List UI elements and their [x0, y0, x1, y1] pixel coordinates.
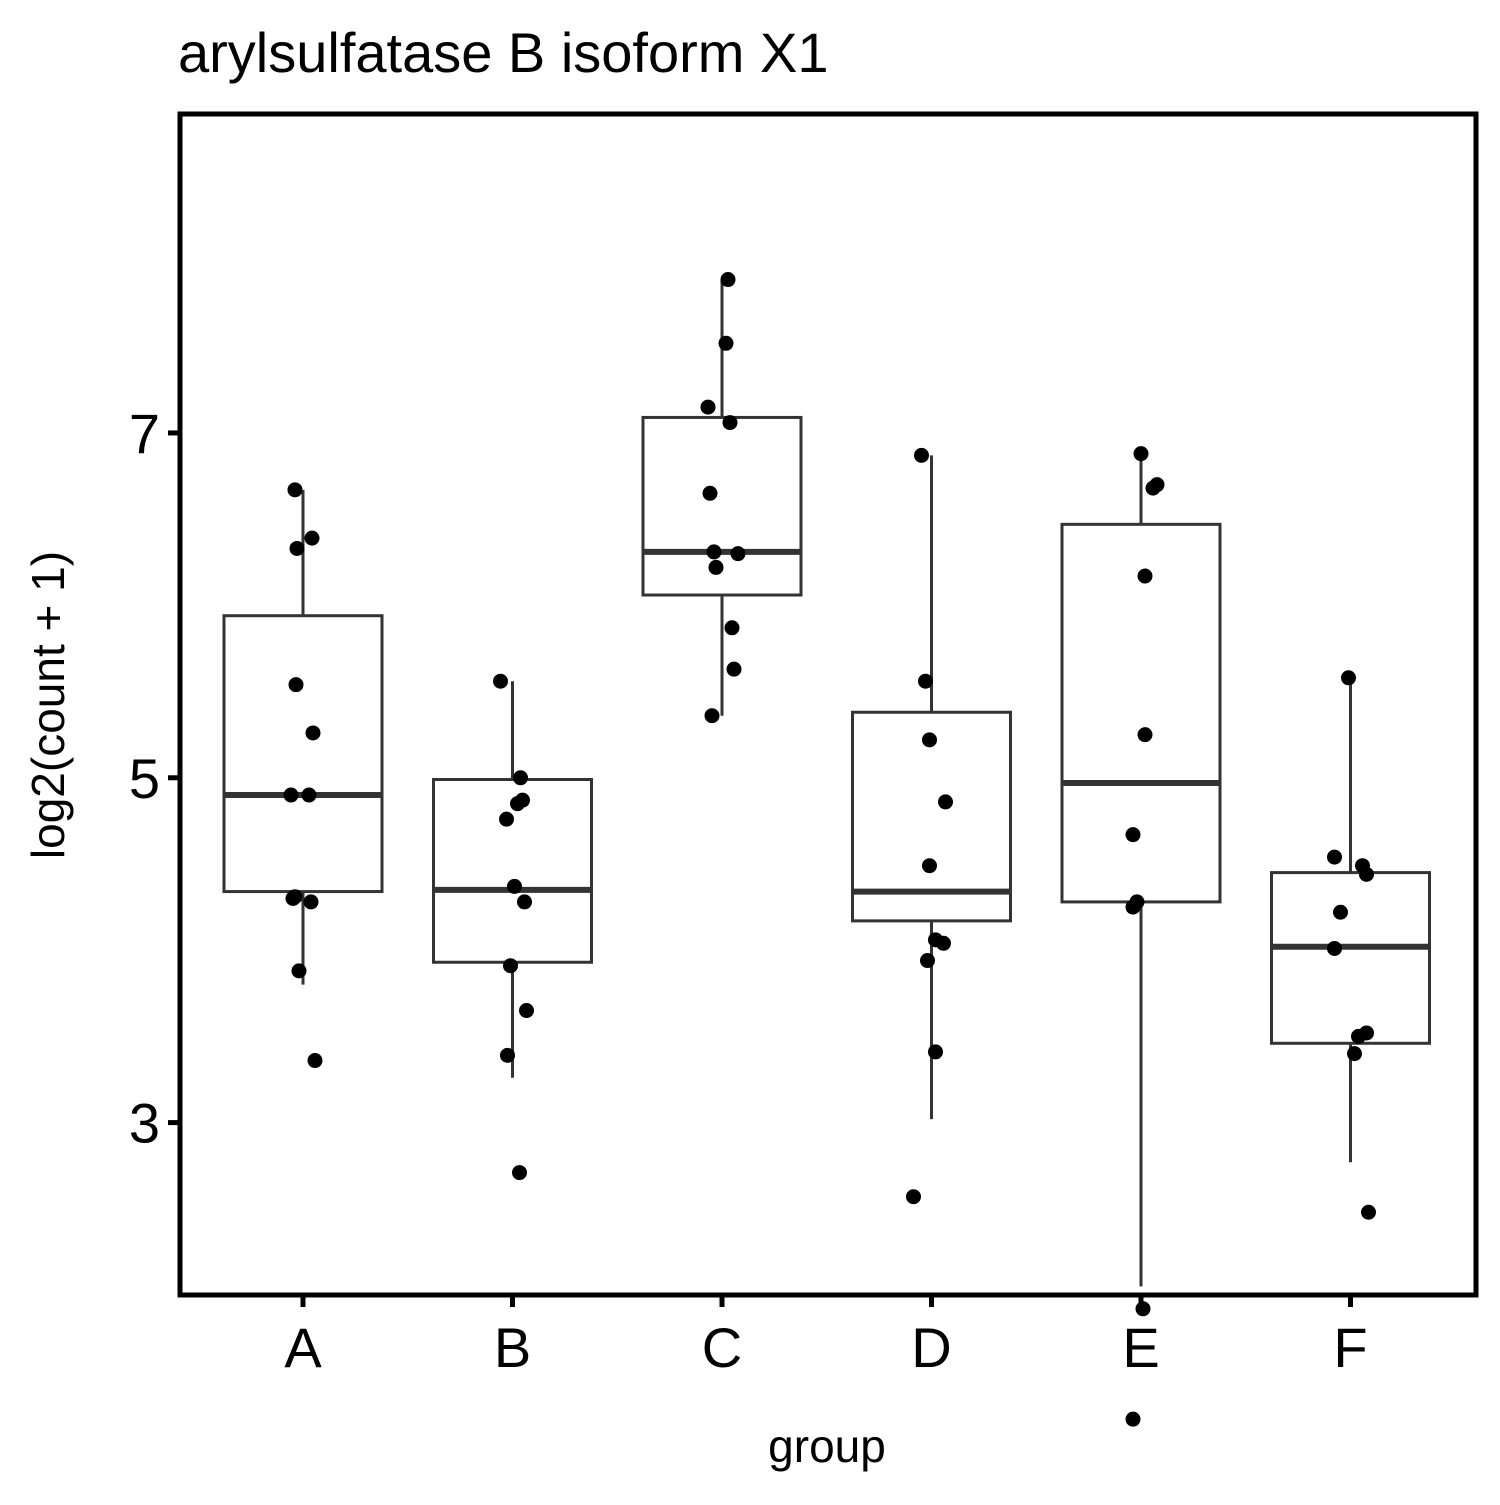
data-point	[287, 482, 303, 498]
data-point	[702, 485, 718, 501]
data-point	[922, 858, 937, 874]
x-tick-label: B	[494, 1316, 531, 1379]
chart-title: arylsulfatase B isoform X1	[178, 21, 828, 84]
data-point	[920, 953, 935, 969]
y-axis-title: log2(count + 1)	[22, 551, 74, 859]
data-point	[928, 1044, 943, 1060]
points-c	[700, 272, 746, 724]
data-point	[914, 447, 929, 463]
data-point	[517, 894, 532, 910]
x-tick-label: E	[1122, 1316, 1159, 1379]
data-point	[704, 708, 720, 724]
plot-area	[222, 272, 1431, 1427]
data-point	[730, 546, 746, 562]
data-point	[720, 272, 736, 288]
points-f	[1327, 670, 1376, 1220]
data-point	[1327, 849, 1342, 865]
data-point	[301, 787, 317, 803]
data-point	[722, 415, 738, 431]
x-tick-label: F	[1333, 1316, 1367, 1379]
data-point	[1145, 480, 1161, 496]
data-point	[304, 530, 320, 546]
data-point	[1125, 827, 1141, 843]
data-point	[503, 958, 518, 974]
data-point	[305, 725, 321, 741]
iqr-box	[432, 777, 593, 964]
y-tick-label: 7	[129, 402, 160, 465]
iqr-box	[1270, 871, 1431, 1045]
data-point	[507, 878, 522, 894]
iqr-box	[222, 614, 384, 894]
data-point	[493, 673, 508, 689]
data-point	[1125, 1411, 1141, 1427]
data-point	[1351, 1028, 1366, 1044]
data-point	[499, 811, 514, 827]
data-point	[303, 894, 319, 910]
data-point	[515, 792, 530, 808]
data-point	[1347, 1046, 1362, 1062]
points-a	[283, 482, 323, 1069]
data-point	[1333, 904, 1348, 920]
data-point	[1327, 940, 1342, 956]
data-point	[1125, 899, 1141, 915]
box-group-a	[222, 489, 384, 985]
axes: 3 5 7 A B C D E F	[129, 402, 1368, 1379]
data-point	[307, 1053, 323, 1069]
box-group-b	[432, 681, 593, 1078]
data-point	[726, 661, 742, 677]
points-b	[493, 673, 534, 1181]
data-point	[1137, 568, 1153, 584]
data-point	[519, 1003, 534, 1019]
data-point	[1133, 446, 1149, 462]
data-point	[938, 794, 953, 810]
data-point	[288, 677, 304, 693]
data-point	[922, 732, 937, 748]
iqr-box	[641, 415, 803, 597]
data-point	[500, 1047, 515, 1063]
x-tick-label: C	[702, 1316, 742, 1379]
y-tick-label: 5	[129, 747, 160, 810]
data-point	[918, 673, 933, 689]
data-point	[1137, 727, 1153, 743]
data-point	[724, 620, 740, 636]
data-point	[936, 935, 951, 951]
data-point	[1359, 866, 1374, 882]
data-point	[513, 770, 528, 786]
data-point	[708, 559, 724, 575]
x-tick-label: D	[911, 1316, 951, 1379]
data-point	[706, 544, 722, 560]
box-group-f	[1270, 677, 1431, 1163]
points-d	[906, 447, 953, 1205]
data-point	[718, 335, 734, 351]
data-point	[700, 399, 716, 415]
data-point	[283, 787, 299, 803]
data-point	[1361, 1204, 1376, 1220]
plot-frame	[177, 111, 1479, 1298]
data-point	[291, 963, 307, 979]
data-point	[285, 890, 301, 906]
data-point	[512, 1165, 527, 1181]
x-tick-label: A	[284, 1316, 322, 1379]
box-group-d	[851, 455, 1012, 1120]
data-point	[289, 540, 305, 556]
box-group-c	[641, 279, 803, 716]
box-group-e	[1060, 453, 1222, 1287]
y-tick-label: 3	[129, 1092, 160, 1155]
data-point	[1341, 670, 1356, 686]
iqr-box	[1060, 522, 1222, 904]
data-point	[906, 1189, 921, 1205]
x-axis-title: group	[768, 1420, 886, 1472]
